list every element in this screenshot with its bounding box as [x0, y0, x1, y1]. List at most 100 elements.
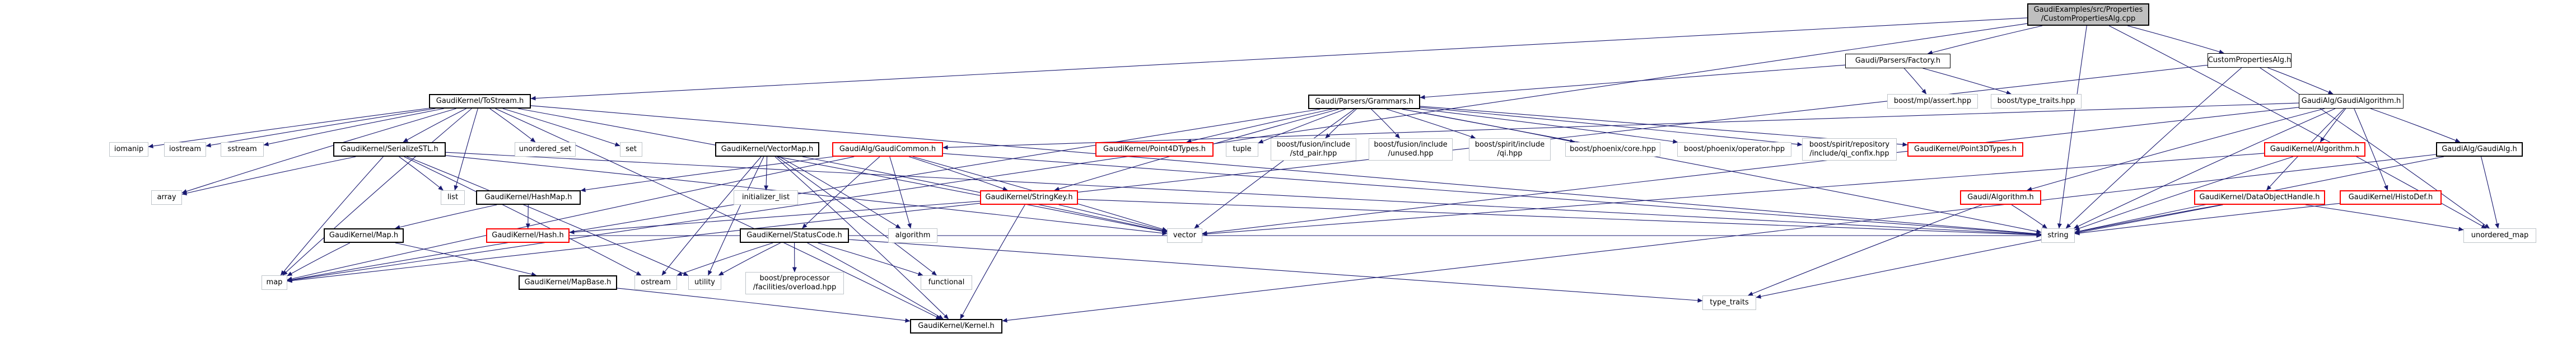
include-edge-tostream-iomanip: [148, 107, 430, 148]
node-set: set: [620, 142, 642, 157]
node-string: string: [2041, 228, 2075, 243]
node-label: GaudiAlg/GaudiCommon.h: [839, 144, 936, 153]
node-label: GaudiKernel/VectorMap.h: [721, 144, 814, 153]
node-label: utility: [694, 278, 715, 287]
node-serializestl[interactable]: GaudiKernel/SerializeSTL.h: [333, 142, 446, 157]
include-edge-vectormap-kernel: [774, 156, 949, 320]
node-label: GaudiKernel/HashMap.h: [484, 193, 572, 201]
node-mapbase[interactable]: GaudiKernel/MapBase.h: [519, 275, 617, 290]
include-edge-grammars-stdpair: [1325, 109, 1357, 139]
node-label: /facilities/overload.hpp: [753, 283, 837, 292]
include-edge-factory-mplassert: [1903, 68, 1927, 95]
node-initializer_list: initializer_list: [734, 190, 798, 205]
include-edge-serializestl-ostream: [404, 156, 642, 276]
node-stdpair: boost/fusion/include/std_pair.hpp: [1271, 138, 1356, 161]
include-edge-gaudicommon-statuscode: [802, 156, 880, 229]
include-edge-grammars-unused: [1371, 109, 1400, 139]
node-grammars[interactable]: Gaudi/Parsers/Grammars.h: [1308, 95, 1420, 109]
include-edge-grammars-string: [1402, 109, 2042, 234]
node-label: GaudiKernel/Kernel.h: [918, 321, 995, 330]
node-overload: boost/preprocessor/facilities/overload.h…: [745, 272, 844, 294]
include-edge-gaudicommon-algorithm: [889, 156, 912, 229]
node-histodef[interactable]: GaudiKernel/HistoDef.h: [2340, 190, 2442, 205]
node-kernel[interactable]: GaudiKernel/Kernel.h: [910, 319, 1002, 334]
node-label: list: [447, 193, 459, 201]
include-edge-tostream-unordered_set: [489, 108, 536, 143]
include-edge-serializestl-utility: [407, 156, 689, 276]
node-gaudialgo2[interactable]: Gaudi/Algorithm.h: [1960, 190, 2041, 205]
include-edge-factory-grammars: [1420, 64, 1846, 100]
node-mplassert: boost/mpl/assert.hpp: [1887, 94, 1978, 109]
node-label: boost/phoenix/core.hpp: [1570, 144, 1656, 153]
node-vectormap[interactable]: GaudiKernel/VectorMap.h: [715, 142, 819, 157]
include-edge-vectormap-ostream: [661, 156, 762, 276]
node-gaudicommon[interactable]: GaudiAlg/GaudiCommon.h: [832, 142, 943, 157]
node-phoenixop: boost/phoenix/operator.hpp: [1677, 142, 1791, 157]
node-root: GaudiExamples/src/Properties/CustomPrope…: [2027, 3, 2149, 26]
node-label: /qi.hpp: [1497, 149, 1523, 158]
node-gaudialgorithm[interactable]: GaudiAlg/GaudiAlgorithm.h: [2299, 94, 2404, 109]
include-edge-root-string: [2057, 25, 2087, 229]
node-iostream: iostream: [164, 142, 206, 157]
include-edge-kernelalgorithm-vector: [1202, 153, 2265, 236]
include-edge-gaudialgorithm-histodef: [2354, 108, 2388, 191]
node-label: boost/fusion/include: [1276, 140, 1351, 149]
node-vector: vector: [1167, 228, 1202, 243]
include-edge-root-tostream: [530, 17, 2028, 101]
node-label: string: [2047, 231, 2069, 240]
include-edge-serializestl-string: [445, 152, 2042, 237]
node-stringkey[interactable]: GaudiKernel/StringKey.h: [980, 190, 1078, 205]
node-qi: boost/spirit/include/qi.hpp: [1469, 138, 1551, 161]
node-mapclass[interactable]: GaudiKernel/Map.h: [324, 228, 404, 243]
include-edge-mapbase-kernel: [617, 288, 911, 323]
node-label: Gaudi/Parsers/Grammars.h: [1315, 97, 1413, 106]
include-edge-customh-gaudialgorithm: [2267, 67, 2334, 95]
include-edge-root-factory: [1927, 25, 2043, 55]
node-label: boost/mpl/assert.hpp: [1893, 96, 1972, 105]
include-edge-gaudialgorithm-kernelalgorithm: [2320, 108, 2346, 143]
include-edge-statuscode-kernel: [807, 242, 944, 320]
node-point3d[interactable]: GaudiKernel/Point3DTypes.h: [1907, 142, 2023, 157]
include-edge-hashmap-hash: [525, 204, 530, 229]
include-edge-gaudicommon-stringkey: [909, 156, 1008, 191]
node-label: /unused.hpp: [1388, 149, 1434, 158]
node-utility: utility: [688, 275, 721, 290]
node-label: set: [626, 144, 637, 153]
include-edge-customh-string: [2065, 67, 2242, 229]
node-iomanip: iomanip: [109, 142, 148, 157]
node-unordered_map: unordered_map: [2463, 228, 2536, 243]
include-edge-grammars-qiconfix: [1420, 107, 1803, 147]
node-label: tuple: [1233, 144, 1252, 153]
include-edge-gaudicommon-string: [942, 153, 2042, 237]
node-hash[interactable]: GaudiKernel/Hash.h: [486, 228, 570, 243]
include-edge-tostream-iostream: [206, 108, 436, 148]
node-gaudialg[interactable]: GaudiAlg/GaudiAlg.h: [2436, 142, 2523, 157]
include-edge-mapclass-mapbase: [395, 242, 537, 276]
node-map: map: [262, 275, 287, 290]
include-edge-gaudialgorithm-gaudialgo2: [2027, 108, 2325, 191]
include-edge-gaudialgo2-string: [2011, 204, 2047, 229]
include-edge-gaudialgorithm-vector: [1202, 107, 2299, 236]
node-kernelalgorithm[interactable]: GaudiKernel/Algorithm.h: [2264, 142, 2365, 157]
node-tostream[interactable]: GaudiKernel/ToStream.h: [429, 94, 531, 109]
node-label: CustomPropertiesAlg.h: [2208, 55, 2292, 64]
edge-group: [148, 17, 2499, 323]
node-label: GaudiKernel/Point3DTypes.h: [1914, 144, 2017, 153]
node-label: array: [157, 193, 176, 201]
node-factory[interactable]: Gaudi/Parsers/Factory.h: [1845, 54, 1950, 68]
include-edge-tostream-set: [502, 108, 620, 147]
include-edge-tostream-sstream: [263, 108, 444, 147]
node-label: iomanip: [114, 144, 144, 153]
node-unused: boost/fusion/include/unused.hpp: [1369, 138, 1453, 161]
include-edge-vectormap-algorithm: [779, 156, 901, 229]
include-edge-stringkey-hash: [569, 201, 981, 234]
node-statuscode[interactable]: GaudiKernel/StatusCode.h: [740, 228, 849, 243]
node-customh[interactable]: CustomPropertiesAlg.h: [2208, 53, 2292, 68]
node-label: GaudiKernel/Point4DTypes.h: [1103, 144, 1206, 153]
node-point4d[interactable]: GaudiKernel/Point4DTypes.h: [1095, 142, 1214, 157]
node-hashmap[interactable]: GaudiKernel/HashMap.h: [476, 190, 581, 205]
include-edge-statuscode-utility: [718, 242, 781, 276]
node-label: GaudiKernel/HistoDef.h: [2348, 193, 2433, 201]
node-label: GaudiKernel/StatusCode.h: [746, 231, 842, 240]
node-dataobjecthandle[interactable]: GaudiKernel/DataObjectHandle.h: [2194, 190, 2325, 205]
